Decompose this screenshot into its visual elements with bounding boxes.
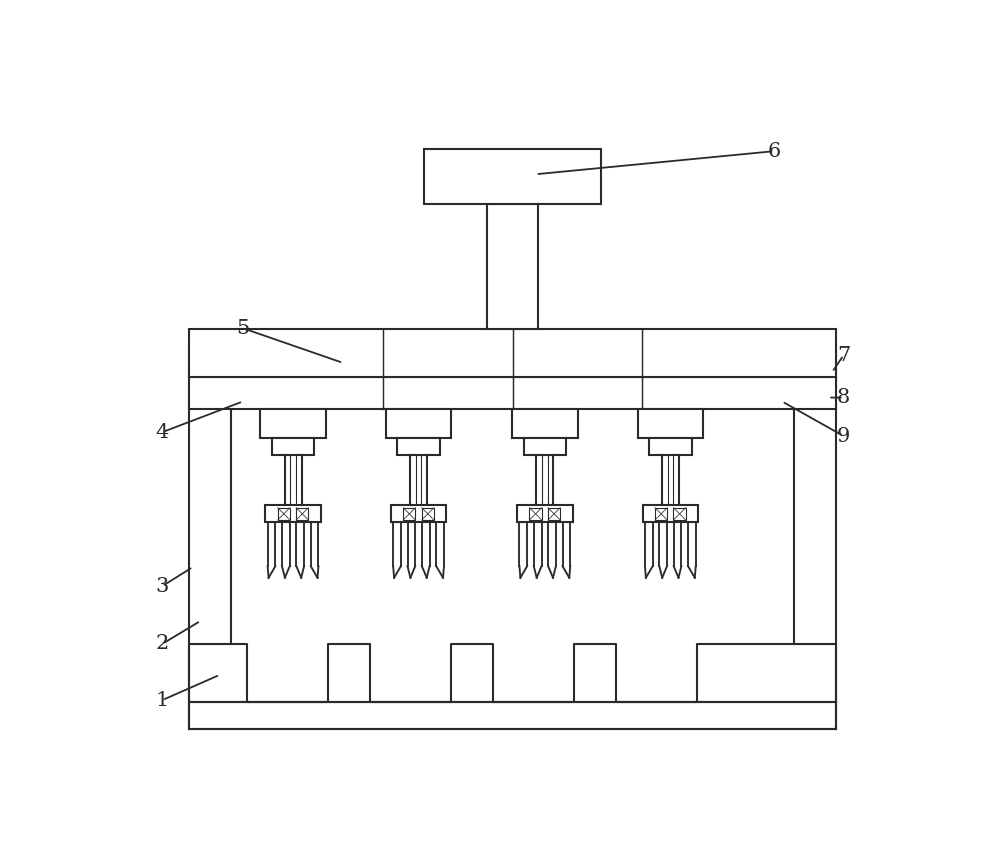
- Text: 1: 1: [155, 691, 169, 710]
- Bar: [189, 347, 231, 644]
- Bar: [272, 438, 314, 455]
- Bar: [265, 505, 321, 522]
- Bar: [189, 702, 836, 728]
- Text: 4: 4: [156, 423, 169, 441]
- Bar: [673, 508, 686, 520]
- Bar: [487, 205, 538, 329]
- Bar: [189, 329, 836, 377]
- Bar: [296, 508, 308, 520]
- Bar: [278, 508, 290, 520]
- Bar: [422, 508, 434, 520]
- Text: 5: 5: [236, 318, 250, 338]
- Bar: [512, 409, 578, 438]
- Text: 2: 2: [156, 634, 169, 654]
- Text: 9: 9: [837, 426, 850, 446]
- Bar: [386, 409, 451, 438]
- Bar: [643, 505, 698, 522]
- Bar: [517, 505, 573, 522]
- Bar: [794, 347, 836, 644]
- Text: 8: 8: [837, 388, 850, 407]
- Bar: [655, 508, 667, 520]
- Bar: [260, 409, 326, 438]
- Text: 6: 6: [768, 142, 781, 160]
- Text: 7: 7: [837, 346, 850, 365]
- Bar: [424, 149, 601, 205]
- Bar: [529, 508, 542, 520]
- Bar: [524, 438, 566, 455]
- Bar: [189, 377, 836, 409]
- Bar: [638, 409, 703, 438]
- Bar: [403, 508, 415, 520]
- Bar: [397, 438, 440, 455]
- Bar: [649, 438, 692, 455]
- Bar: [548, 508, 560, 520]
- Text: 3: 3: [155, 576, 169, 596]
- Bar: [391, 505, 446, 522]
